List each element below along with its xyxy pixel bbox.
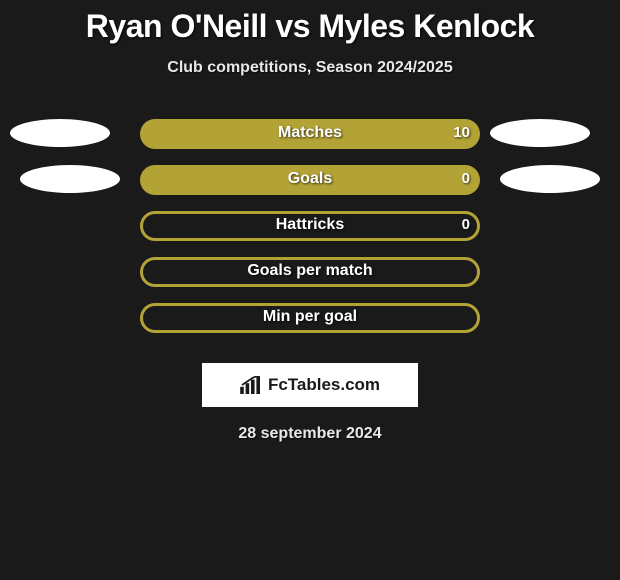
page-title: Ryan O'Neill vs Myles Kenlock [0, 8, 620, 45]
comparison-card: Ryan O'Neill vs Myles Kenlock Club compe… [0, 0, 620, 443]
player-marker-left [10, 119, 110, 147]
stat-value: 0 [462, 216, 470, 233]
player-marker-left [20, 165, 120, 193]
stat-row: Matches10 [0, 119, 620, 165]
subtitle: Club competitions, Season 2024/2025 [0, 59, 620, 77]
logo-text: FcTables.com [268, 375, 380, 395]
chart-icon [240, 376, 262, 394]
stat-row: Goals0 [0, 165, 620, 211]
stat-row: Goals per match [0, 257, 620, 303]
stat-label: Hattricks [140, 216, 480, 234]
stat-value: 10 [453, 124, 470, 141]
stat-label: Goals per match [140, 262, 480, 280]
stat-label: Matches [140, 124, 480, 142]
source-logo: FcTables.com [202, 363, 418, 407]
stat-row: Min per goal [0, 303, 620, 349]
stat-value: 0 [462, 170, 470, 187]
stat-label: Min per goal [140, 308, 480, 326]
player-marker-right [500, 165, 600, 193]
date-label: 28 september 2024 [0, 425, 620, 443]
player-marker-right [490, 119, 590, 147]
stat-label: Goals [140, 170, 480, 188]
stat-row: Hattricks0 [0, 211, 620, 257]
stats-section: Matches10Goals0Hattricks0Goals per match… [0, 119, 620, 349]
